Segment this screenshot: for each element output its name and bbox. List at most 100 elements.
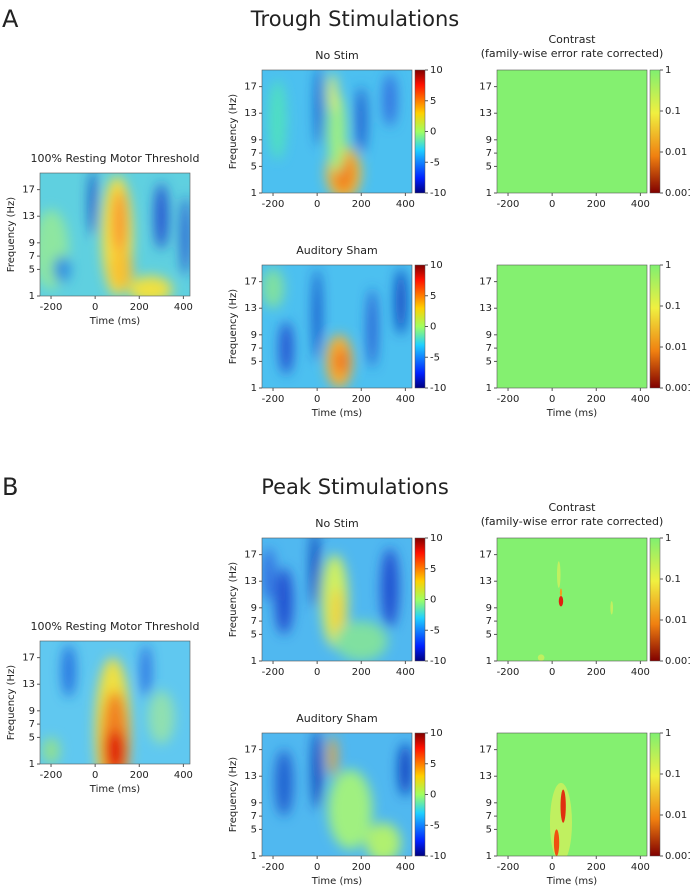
x-axis-label: Time (ms) [89,316,141,327]
heatmap-texture [268,70,397,193]
y-tick-label: 7 [251,811,257,822]
heatmap-blob [275,567,293,635]
colorbar-tick-label: 0.1 [665,769,681,780]
y-tick-label: 1 [29,759,35,770]
y-axis-label: Frequency (Hz) [6,197,17,273]
y-tick-label: 7 [486,148,492,159]
heatmap [497,538,647,661]
plot-title: Contrast [548,501,596,514]
heatmap [497,70,647,193]
x-tick-label: -200 [262,394,285,405]
colorbar-tick-label: -5 [430,157,440,168]
colorbar-tick-label: 0.001 [665,851,690,862]
heatmap-blob [275,749,293,817]
colorbar-tick-label: 0 [430,322,436,333]
heatmap [262,733,412,856]
y-tick-label: 5 [251,356,257,367]
heatmap-blob [383,73,397,127]
heatmap-blob [112,189,127,257]
y-tick-label: 17 [479,82,492,93]
colorbar-tick-label: 0.1 [665,574,681,585]
heatmap-blob [334,621,388,661]
y-tick-label: 9 [486,798,492,809]
heatmap-blob [367,288,377,369]
heatmap-blob [310,538,319,608]
x-axis-label: Time (ms) [89,784,141,795]
heatmap-blob [330,587,344,642]
plot-title: Auditory Sham [296,244,378,257]
y-tick-label: 17 [244,82,257,93]
y-tick-label: 17 [22,653,35,664]
x-tick-label: -200 [497,667,520,678]
y-tick-label: 1 [251,656,257,667]
y-tick-label: 5 [486,356,492,367]
x-tick-label: 0 [92,770,98,781]
colorbar-tick-label: -5 [430,352,440,363]
heatmap-blob [549,782,572,856]
plot-subtitle: (family-wise error rate corrected) [481,47,664,60]
colorbar [649,537,661,662]
x-tick-label: -200 [497,862,520,873]
heatmap-blob [128,276,173,296]
colorbar-tick-label: 0.01 [665,342,687,353]
heatmap-blob [53,256,71,283]
y-tick-label: 5 [486,824,492,835]
x-tick-label: 200 [352,199,371,210]
plot-frame [496,69,648,194]
y-axis-label: Frequency (Hz) [228,289,239,365]
x-tick-label: 400 [631,667,650,678]
plot-frame [496,537,648,662]
y-tick-label: 5 [486,629,492,640]
heatmap-blob [610,601,614,615]
x-tick-label: 0 [314,199,320,210]
plot-title: Auditory Sham [296,712,378,725]
y-tick-label: 9 [251,330,257,341]
colorbar [649,69,661,194]
y-tick-label: 1 [251,188,257,199]
heatmap-texture [549,782,572,856]
y-tick-label: 7 [251,343,257,354]
heatmap-blob [141,644,151,698]
y-tick-label: 17 [244,745,257,756]
x-tick-label: 400 [631,862,650,873]
plot-frame [261,264,413,389]
colorbar-tick-label: 10 [430,260,443,271]
colorbar [649,264,661,389]
x-tick-label: -200 [40,302,63,313]
y-tick-label: 5 [486,161,492,172]
y-tick-label: 5 [251,824,257,835]
y-tick-label: 13 [22,679,35,690]
x-tick-label: 400 [631,199,650,210]
plot-frame [261,69,413,194]
colorbar-tick-label: 5 [430,291,436,302]
panel-letter: A [2,5,19,33]
heatmap-bg [497,265,647,388]
colorbar-tick-label: 0.01 [665,615,687,626]
x-tick-label: 400 [396,199,415,210]
plot-title: No Stim [315,49,359,62]
heatmap-blob [262,268,285,309]
heatmap-blob [557,561,561,588]
heatmap-bg [497,70,647,193]
y-tick-label: 7 [486,616,492,627]
heatmap-blob [328,736,337,777]
y-tick-label: 5 [29,732,35,743]
heatmap-texture [275,733,412,856]
x-tick-label: 0 [549,199,555,210]
heatmap-blob [559,588,563,597]
colorbar-tick-label: -5 [430,820,440,831]
heatmap-blob [103,730,127,764]
x-tick-label: -200 [262,862,285,873]
colorbar-tick-label: -10 [430,188,446,199]
panel-title: Peak Stimulations [261,475,449,499]
colorbar-tick-label: 0 [430,595,436,606]
y-tick-label: 17 [244,550,257,561]
x-tick-label: 400 [396,667,415,678]
x-axis-label: Time (ms) [546,408,598,419]
plot-frame [39,640,191,765]
heatmap-texture [42,644,175,764]
heatmap-texture [40,173,190,296]
y-tick-label: 1 [486,851,492,862]
colorbar-tick-label: 10 [430,533,443,544]
